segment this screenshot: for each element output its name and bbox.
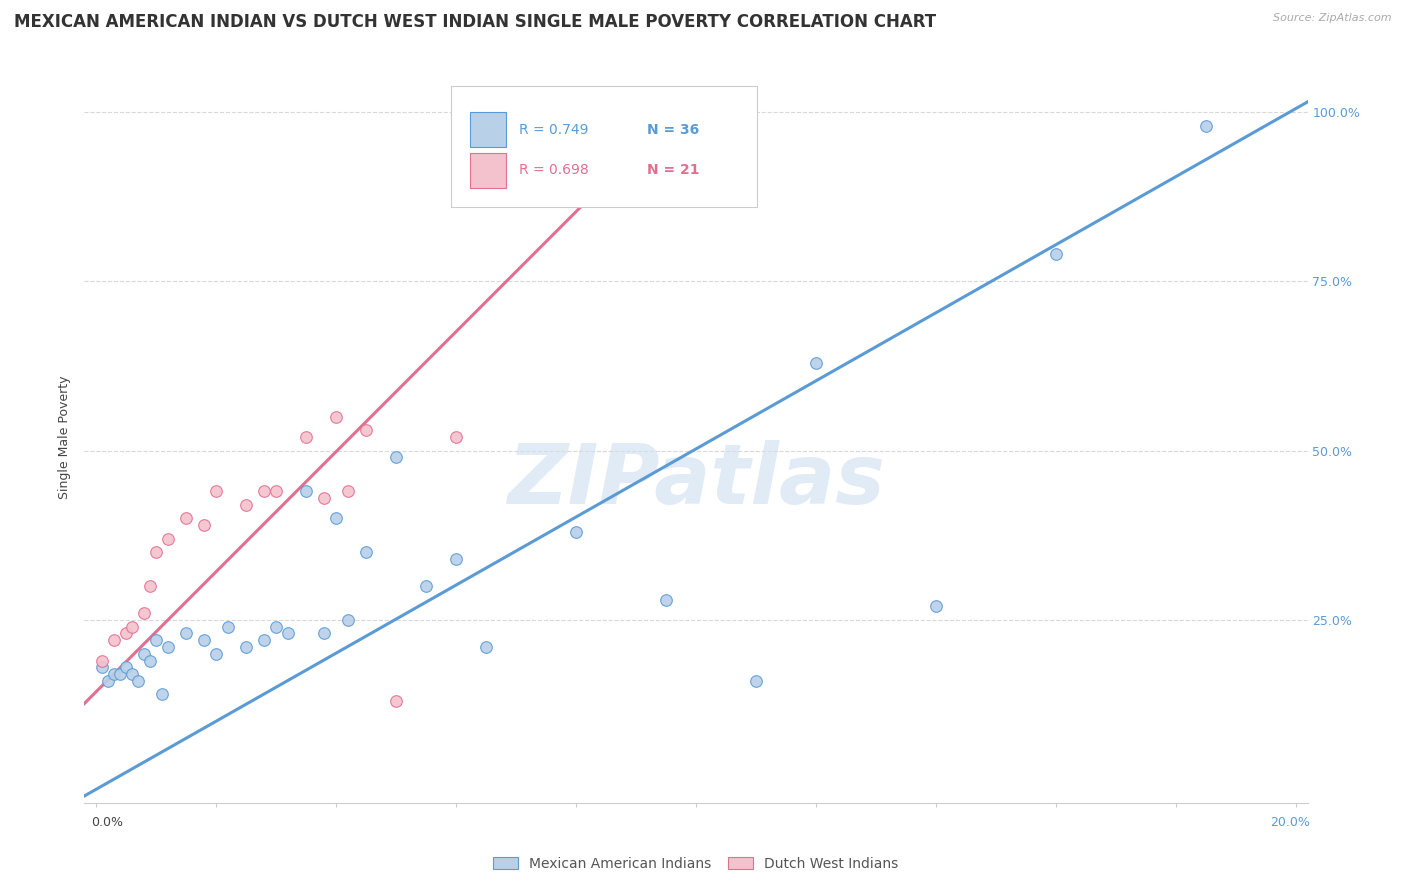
Point [134,606,156,620]
Point [145,545,167,559]
Text: MEXICAN AMERICAN INDIAN VS DUTCH WEST INDIAN SINGLE MALE POVERTY CORRELATION CHA: MEXICAN AMERICAN INDIAN VS DUTCH WEST IN… [14,13,936,31]
Point [565,524,588,539]
Point [1045,247,1067,261]
Text: N = 36: N = 36 [647,123,699,136]
FancyBboxPatch shape [470,153,506,187]
Point [97,673,120,688]
Point [157,532,180,546]
Point [174,511,197,525]
Point [91,660,114,674]
FancyBboxPatch shape [470,112,506,147]
Point [264,620,287,634]
Point [145,633,167,648]
Point [157,640,180,654]
FancyBboxPatch shape [451,86,758,207]
Point [174,626,197,640]
Point [121,620,143,634]
Point [314,491,336,505]
Point [444,430,467,444]
Point [139,579,162,593]
Point [264,484,287,499]
Point [235,640,257,654]
Point [193,518,215,533]
Point [925,599,948,614]
Point [121,667,143,681]
Point [205,484,228,499]
Point [115,660,138,674]
Point [103,633,125,648]
Point [314,626,336,640]
Text: N = 21: N = 21 [647,163,700,178]
Point [253,484,276,499]
Point [337,613,360,627]
Point [295,430,318,444]
Point [103,667,125,681]
Point [91,654,114,668]
Point [115,626,138,640]
Text: ZIPatlas: ZIPatlas [508,441,884,522]
Point [354,545,377,559]
Point [110,667,132,681]
Text: R = 0.698: R = 0.698 [519,163,588,178]
Point [444,552,467,566]
Text: Source: ZipAtlas.com: Source: ZipAtlas.com [1274,13,1392,23]
Text: 0.0%: 0.0% [91,816,124,830]
Point [325,511,347,525]
Point [277,626,299,640]
Point [325,409,347,424]
Point [655,592,678,607]
Point [253,633,276,648]
Y-axis label: Single Male Poverty: Single Male Poverty [58,376,72,499]
Point [295,484,318,499]
Point [134,647,156,661]
Point [193,633,215,648]
Point [337,484,360,499]
Point [150,688,173,702]
Point [385,450,408,465]
Point [217,620,239,634]
Point [475,640,498,654]
Point [385,694,408,708]
Text: R = 0.749: R = 0.749 [519,123,588,136]
Point [415,579,437,593]
Point [127,673,149,688]
Point [139,654,162,668]
Legend: Mexican American Indians, Dutch West Indians: Mexican American Indians, Dutch West Ind… [488,851,904,876]
Point [354,423,377,437]
Point [235,498,257,512]
Point [804,355,827,369]
Text: 20.0%: 20.0% [1271,816,1310,830]
Point [1195,119,1218,133]
Point [205,647,228,661]
Point [745,673,768,688]
